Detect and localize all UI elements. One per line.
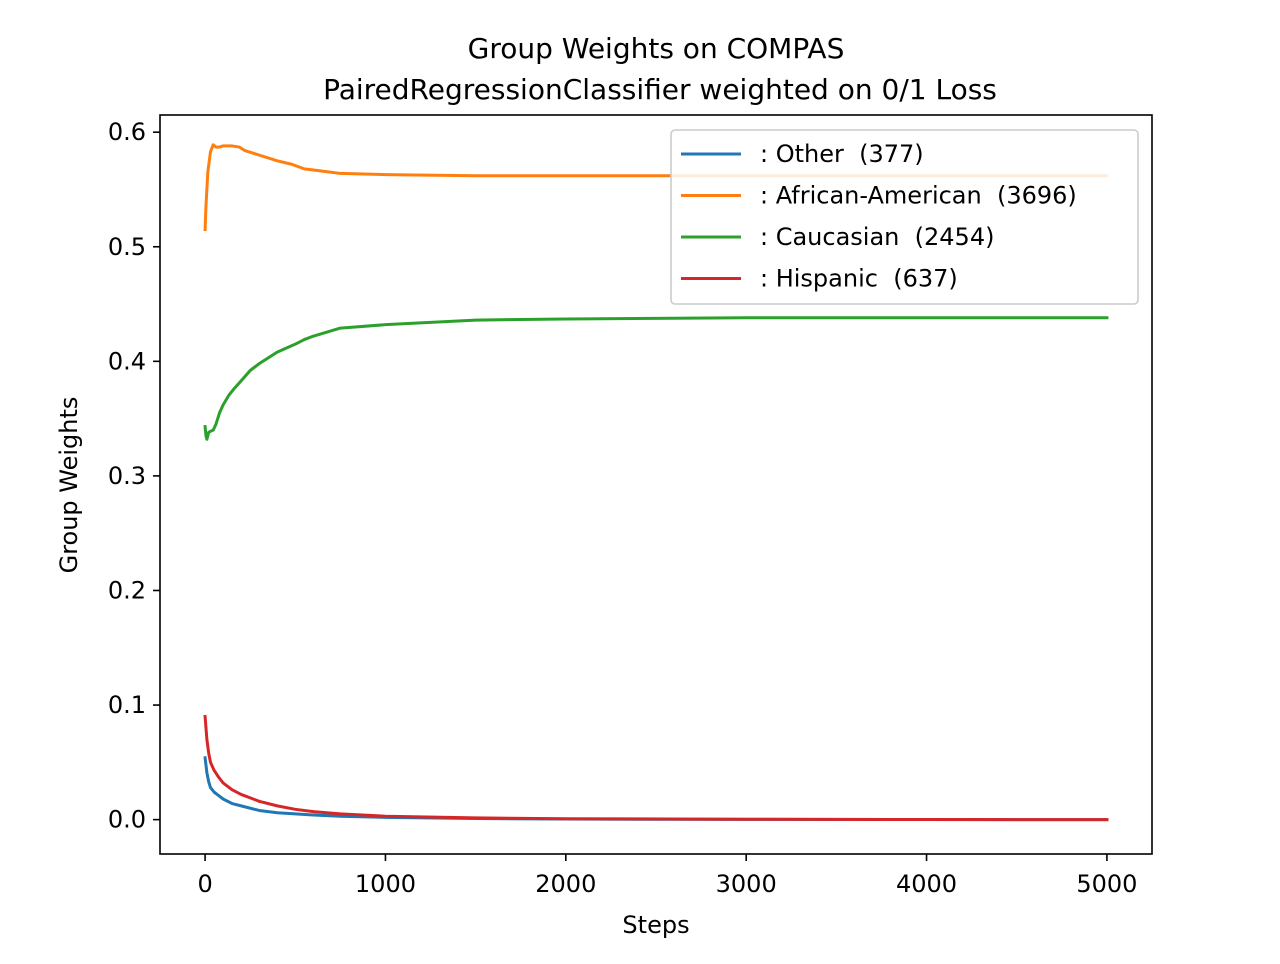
chart-subtitle: PairedRegressionClassifier weighted on 0… bbox=[323, 73, 997, 106]
legend-label-1: : African-American (3696) bbox=[760, 182, 1077, 210]
legend-label-2: : Caucasian (2454) bbox=[760, 223, 994, 251]
x-tick-label: 1000 bbox=[355, 870, 416, 898]
y-tick-label: 0.4 bbox=[108, 347, 146, 375]
series-line-2 bbox=[203, 316, 1109, 441]
y-tick-label: 0.0 bbox=[108, 806, 146, 834]
x-tick-label: 3000 bbox=[716, 870, 777, 898]
y-tick-label: 0.3 bbox=[108, 462, 146, 490]
y-tick-label: 0.6 bbox=[108, 118, 146, 146]
x-axis-label: Steps bbox=[622, 911, 689, 939]
y-axis-ticks: 0.0 0.1 0.2 0.3 0.4 0.5 0.6 bbox=[108, 118, 160, 834]
axes-frame bbox=[159, 114, 1153, 855]
x-tick-label: 2000 bbox=[535, 870, 596, 898]
legend: : Other (377) : African-American (3696) : … bbox=[670, 129, 1139, 305]
legend-label-3: : Hispanic (637) bbox=[760, 265, 958, 293]
x-tick-label: 4000 bbox=[896, 870, 957, 898]
x-tick-label: 0 bbox=[197, 870, 212, 898]
legend-box bbox=[670, 129, 1139, 305]
series-line-1 bbox=[203, 143, 1109, 232]
y-tick-label: 0.1 bbox=[108, 691, 146, 719]
legend-label-0: : Other (377) bbox=[760, 140, 924, 168]
series-line-3 bbox=[203, 714, 1109, 822]
y-tick-label: 0.5 bbox=[108, 233, 146, 261]
y-tick-label: 0.2 bbox=[108, 576, 146, 604]
chart-title: Group Weights on COMPAS bbox=[468, 32, 845, 65]
x-tick-label: 5000 bbox=[1076, 870, 1137, 898]
plot-area bbox=[203, 143, 1109, 822]
y-axis-label: Group Weights bbox=[55, 397, 83, 574]
x-axis-ticks: 0 1000 2000 3000 4000 5000 bbox=[197, 854, 1137, 898]
